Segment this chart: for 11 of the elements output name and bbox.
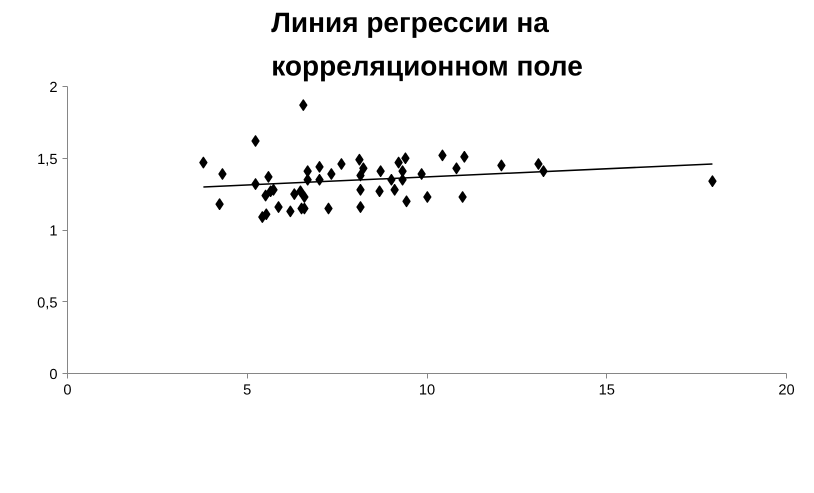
x-tick-label: 10 (418, 382, 436, 398)
y-tick-label: 0,5 (37, 295, 58, 312)
x-tick-label: 15 (598, 382, 615, 398)
y-tick-label: 2 (49, 80, 58, 96)
x-tick-label: 20 (778, 382, 795, 398)
chart-title: Линия регрессии на корреляционном поле (271, 7, 583, 82)
y-tick-label: 1 (49, 224, 58, 240)
x-tick-label: 5 (243, 382, 252, 398)
x-tick-label: 0 (63, 382, 72, 398)
y-tick-label: 1,5 (37, 152, 58, 168)
y-tick-label: 0 (49, 367, 58, 383)
